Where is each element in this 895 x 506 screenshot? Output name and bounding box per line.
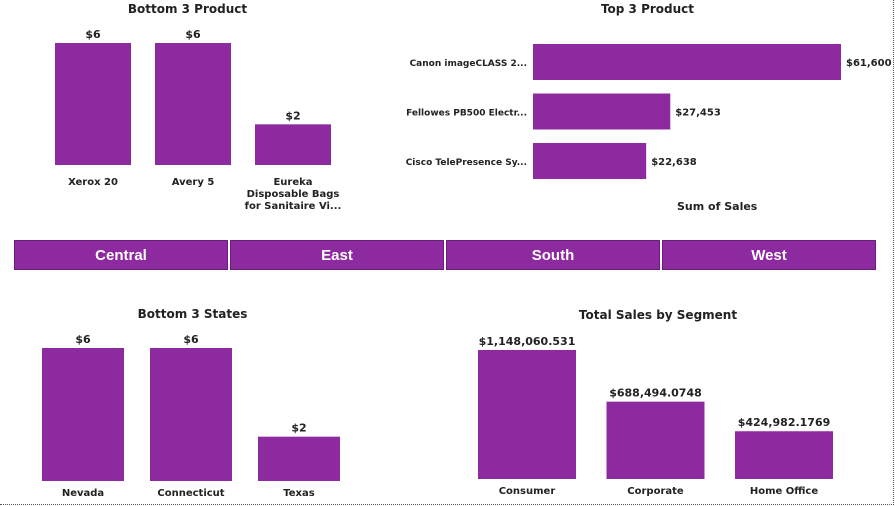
bottom3states-category-label: Nevada — [62, 488, 104, 499]
salesbysegment-bar — [735, 431, 833, 479]
x-axis-title-top3product: Sum of Sales — [677, 200, 758, 213]
top3product-category-label: Cisco TelePresence Sy... — [406, 158, 527, 168]
salesbysegment-category-label: Home Office — [750, 486, 819, 497]
slicer-item-south[interactable]: South — [446, 240, 660, 270]
bottom3product-data-label: $2 — [285, 109, 300, 122]
bottom3product-category-label: for Sanitaire Vi... — [245, 201, 342, 212]
top3product-category-label: Canon imageCLASS 2... — [410, 59, 527, 69]
chart-title-bottom3states: Bottom 3 States — [137, 307, 248, 321]
bottom3product-category-label: Disposable Bags — [247, 189, 340, 200]
slicer-item-west[interactable]: West — [662, 240, 876, 270]
salesbysegment-data-label: $424,982.1769 — [738, 416, 831, 429]
chart-title-top3product: Top 3 Product — [600, 2, 695, 16]
bottom3states-bar — [42, 348, 124, 481]
top3product-bar — [533, 44, 841, 80]
top3product-data-label: $22,638 — [651, 157, 697, 168]
chart-title-salesbysegment: Total Sales by Segment — [578, 308, 738, 322]
bottom3product-bar — [155, 43, 231, 165]
bottom3states-bar — [258, 436, 340, 481]
top3product-bar — [533, 143, 647, 179]
bottom3product-category-label: Avery 5 — [172, 177, 215, 188]
bottom3states-category-label: Texas — [283, 488, 314, 499]
bottom3states-data-label: $6 — [183, 333, 199, 346]
top3product-category-label: Fellowes PB500 Electr... — [406, 109, 527, 119]
slicer-item-central[interactable]: Central — [14, 240, 228, 270]
salesbysegment-data-label: $688,494.0748 — [609, 387, 702, 400]
salesbysegment-bar — [606, 401, 705, 479]
top3product-bar — [533, 93, 671, 130]
bottom3product-category-label: Eureka — [273, 177, 312, 188]
bottom3product-data-label: $6 — [185, 28, 201, 41]
bottom3product-bar — [255, 124, 331, 165]
slicer-item-east[interactable]: East — [230, 240, 444, 270]
bottom3product-data-label: $6 — [85, 28, 101, 41]
bottom3product-bar — [55, 43, 131, 165]
bottom3states-data-label: $6 — [75, 333, 91, 346]
bottom3product-category-label: Xerox 20 — [68, 177, 118, 188]
bottom3states-data-label: $2 — [291, 422, 306, 435]
salesbysegment-bar — [478, 350, 576, 479]
chart-title-bottom3product: Bottom 3 Product — [127, 2, 248, 16]
top3product-data-label: $27,453 — [675, 108, 721, 119]
bottom3states-bar — [150, 348, 232, 481]
top3product-data-label: $61,600 — [846, 58, 892, 69]
bottom3states-category-label: Connecticut — [157, 488, 224, 499]
salesbysegment-category-label: Consumer — [499, 486, 556, 497]
salesbysegment-data-label: $1,148,060.531 — [479, 335, 576, 348]
region-slicer: Central East South West — [14, 240, 876, 270]
salesbysegment-category-label: Corporate — [627, 486, 684, 497]
